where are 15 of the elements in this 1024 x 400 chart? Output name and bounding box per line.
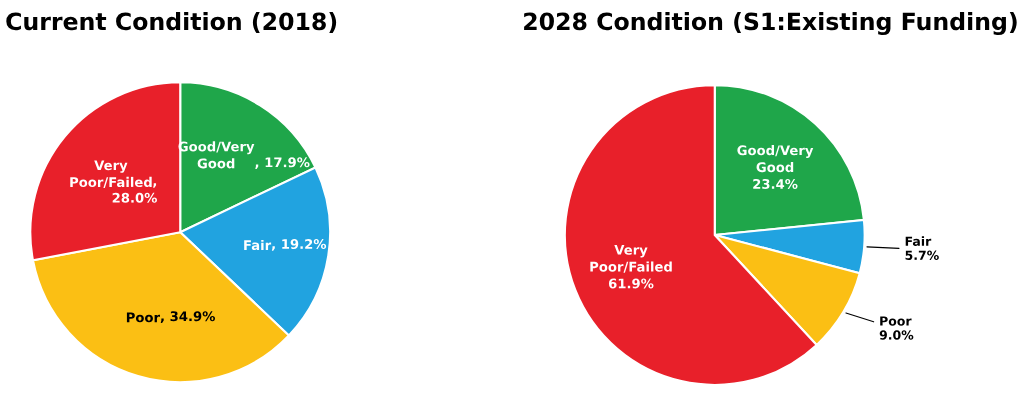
data-label: 9.0% [879, 330, 914, 340]
data-label: 5.7% [905, 250, 939, 260]
data-label: , 17.9% [255, 157, 310, 169]
data-label: 61.9% [608, 278, 654, 289]
slice-label: Fair [905, 236, 932, 246]
chart-title: 2028 Condition (S1:Existing Funding) [524, 12, 1017, 36]
chart-title: Current Condition (2018) [6, 12, 337, 34]
data-label: , 19.2% [271, 239, 327, 251]
slice-label: Good/Very Good [737, 145, 814, 173]
slice-label: Fair [244, 239, 272, 251]
slice-label: Poor [880, 316, 912, 326]
slice-label: Poor [126, 312, 160, 323]
data-label: , 34.9% [160, 311, 215, 323]
slice-label: Very Poor/Failed [590, 244, 672, 273]
data-label: 23.4% [753, 178, 798, 189]
